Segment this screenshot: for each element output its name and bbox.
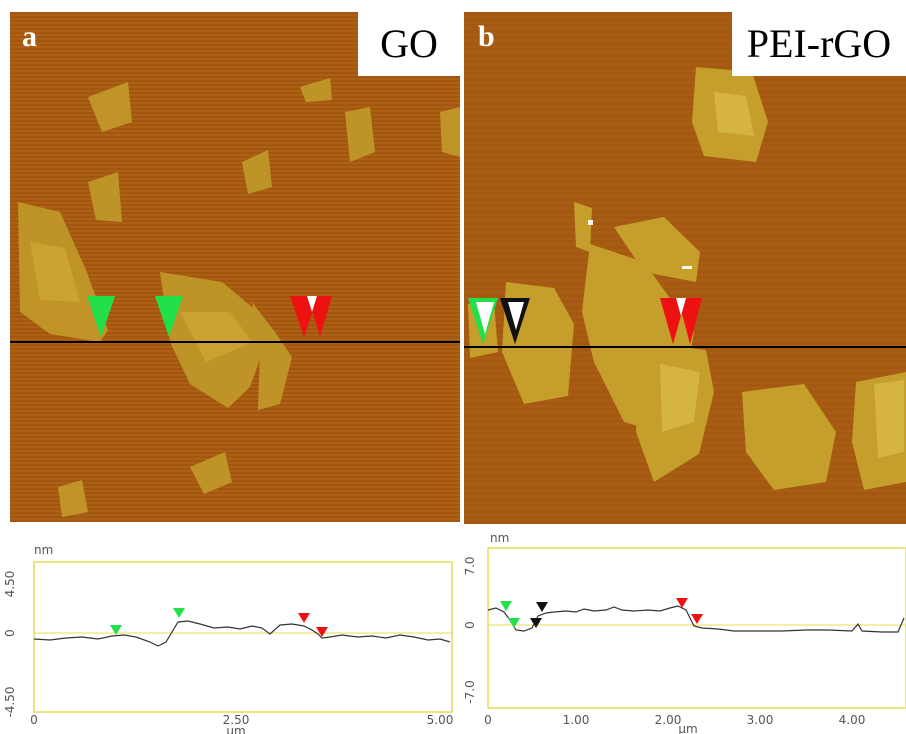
x-tick-label: 4.00 xyxy=(839,713,866,727)
height-profile-go: nm 4.50 0 -4.50 0 2.50 5.00 µm xyxy=(3,543,454,734)
marker-white-1 xyxy=(476,302,494,334)
panel-label: GO xyxy=(358,12,460,76)
section-markers xyxy=(468,298,702,344)
y-tick-label: -7.0 xyxy=(463,680,477,703)
plot-frame xyxy=(33,561,453,713)
height-profile-pei-rgo: nm 7.0 0 -7.0 0 1.00 2.00 3.00 4.00 µm xyxy=(463,531,906,734)
marker-red-2 xyxy=(308,296,332,337)
panel-letter: a xyxy=(22,20,37,53)
marker-black-1 xyxy=(530,618,542,628)
y-tick-label: 4.50 xyxy=(3,571,17,598)
y-unit: nm xyxy=(490,531,509,545)
marker-green-2 xyxy=(173,608,185,618)
marker-white-2 xyxy=(508,302,524,330)
afm-height-map-go xyxy=(10,12,460,522)
y-tick-label: -4.50 xyxy=(3,686,17,717)
marker-black-2 xyxy=(536,602,548,612)
marker-green-1 xyxy=(110,625,122,635)
x-tick-label: 2.50 xyxy=(223,713,250,727)
y-unit: nm xyxy=(34,543,53,557)
height-trace xyxy=(33,620,451,647)
afm-height-map-pei-rgo xyxy=(464,12,906,524)
marker-green-2 xyxy=(155,296,183,337)
x-tick-label: 0 xyxy=(484,713,492,727)
panel-letter: b xyxy=(478,20,495,53)
marker-red-2 xyxy=(678,298,702,344)
y-tick-label: 0 xyxy=(463,621,477,629)
marker-red-1 xyxy=(298,613,310,623)
panel-label: PEI-rGO xyxy=(732,12,906,76)
plot-frame xyxy=(487,547,906,709)
afm-image-pei-rgo: b PEI-rGO xyxy=(464,12,906,524)
height-trace xyxy=(487,605,905,633)
marker-green-2 xyxy=(508,618,520,628)
marker-green-1 xyxy=(87,296,115,337)
x-tick-label: 1.00 xyxy=(563,713,590,727)
x-tick-label: 3.00 xyxy=(747,713,774,727)
x-tick-label: 5.00 xyxy=(427,713,454,727)
x-tick-label: 0 xyxy=(30,713,38,727)
x-unit: µm xyxy=(678,722,697,734)
y-tick-label: 7.0 xyxy=(463,556,477,575)
marker-red-2 xyxy=(316,627,328,637)
section-markers xyxy=(87,296,332,337)
go-flakes xyxy=(18,78,460,517)
marker-red-1 xyxy=(676,598,688,608)
afm-image-go: a GO xyxy=(10,12,460,522)
y-tick-label: 0 xyxy=(3,629,17,637)
marker-green-1 xyxy=(500,601,512,611)
marker-red-2 xyxy=(691,614,703,624)
x-tick-label: 2.00 xyxy=(655,713,682,727)
x-unit: µm xyxy=(226,724,245,734)
